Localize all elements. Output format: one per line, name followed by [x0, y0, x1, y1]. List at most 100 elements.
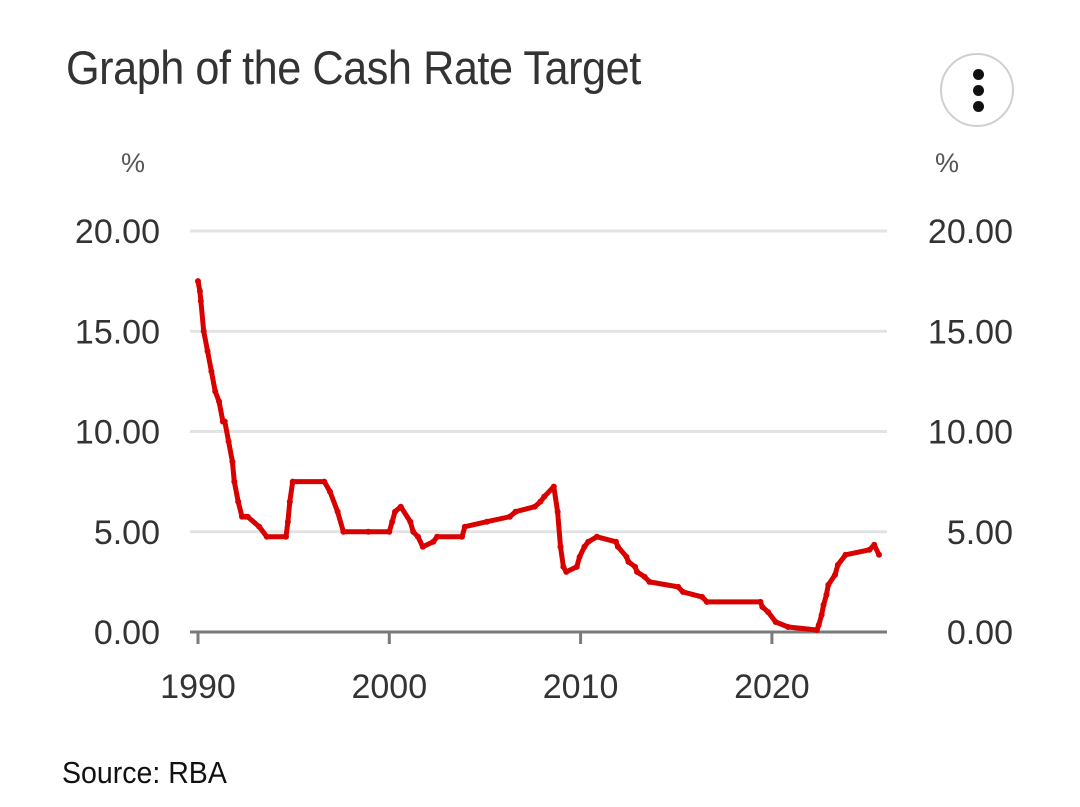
- y-axis-unit-left: %: [121, 148, 145, 178]
- data-point: [581, 543, 588, 550]
- data-point: [397, 503, 404, 510]
- y-tick-label-left: 20.00: [75, 213, 160, 251]
- data-point: [340, 528, 347, 535]
- y-tick-label-left: 5.00: [94, 514, 160, 552]
- data-point: [825, 581, 832, 588]
- data-point: [573, 563, 580, 570]
- y-tick-label-left: 15.00: [75, 313, 160, 351]
- data-point: [871, 541, 878, 548]
- data-point: [386, 528, 393, 535]
- data-point: [407, 518, 414, 525]
- data-point: [593, 533, 600, 540]
- data-point: [235, 498, 242, 505]
- more-options-button[interactable]: [940, 53, 1014, 127]
- data-point: [212, 388, 219, 395]
- data-point: [195, 278, 201, 285]
- y-tick-label-right: 0.00: [947, 614, 1013, 652]
- data-point: [365, 528, 372, 535]
- data-point: [512, 508, 519, 515]
- y-tick-label-right: 5.00: [947, 514, 1013, 552]
- data-point: [759, 603, 766, 610]
- data-point: [326, 488, 333, 495]
- data-point: [537, 498, 544, 505]
- data-point: [612, 538, 619, 545]
- data-point: [334, 508, 341, 515]
- data-point: [585, 538, 592, 545]
- data-point: [823, 591, 830, 598]
- data-point: [221, 418, 228, 425]
- data-point: [282, 533, 289, 540]
- data-point: [576, 553, 583, 560]
- data-point: [231, 478, 238, 485]
- y-axis-unit-right: %: [935, 148, 959, 178]
- data-point: [820, 601, 827, 608]
- data-point: [560, 563, 567, 570]
- y-tick-label-left: 0.00: [94, 614, 160, 652]
- data-point: [563, 568, 570, 575]
- data-point: [772, 618, 779, 625]
- y-tick-label-right: 10.00: [928, 414, 1013, 452]
- data-point: [204, 348, 211, 355]
- page-title: Graph of the Cash Rate Target: [66, 41, 641, 94]
- data-point: [785, 623, 792, 630]
- data-point: [625, 558, 632, 565]
- data-point: [541, 493, 548, 500]
- data-point: [703, 598, 710, 605]
- data-point: [632, 563, 639, 570]
- data-point: [196, 288, 203, 295]
- data-point: [483, 518, 490, 525]
- data-point: [765, 608, 772, 615]
- more-vertical-icon: [973, 69, 984, 80]
- data-point: [641, 573, 648, 580]
- data-point: [458, 533, 465, 540]
- x-tick-label: 1990: [160, 668, 236, 706]
- y-tick-label-right: 15.00: [928, 313, 1013, 351]
- data-point: [392, 508, 399, 515]
- cash-rate-line: [195, 278, 882, 633]
- data-point: [813, 626, 820, 633]
- data-point: [410, 528, 417, 535]
- data-point: [634, 568, 641, 575]
- data-point: [197, 298, 204, 305]
- data-point: [419, 543, 426, 550]
- data-point: [414, 533, 421, 540]
- data-point: [866, 546, 873, 553]
- data-point: [557, 543, 564, 550]
- source-note: Source: RBA: [62, 755, 227, 790]
- data-point: [256, 523, 263, 530]
- data-point: [679, 588, 686, 595]
- data-point: [506, 513, 513, 520]
- data-point: [244, 513, 251, 520]
- data-point: [434, 533, 441, 540]
- data-point: [229, 458, 236, 465]
- data-point: [263, 533, 270, 540]
- more-vertical-icon-dot: [973, 101, 984, 112]
- data-point: [876, 551, 883, 558]
- data-point: [614, 543, 621, 550]
- cash-rate-chart: % % 0.00 5.00 10.00 15.00 20.00 0.00 5.00 10.0…: [75, 148, 1013, 706]
- data-point: [289, 478, 296, 485]
- data-point: [321, 478, 328, 485]
- data-point: [208, 368, 215, 375]
- x-tick-label: 2020: [734, 668, 810, 706]
- y-tick-label-left: 10.00: [75, 414, 160, 452]
- data-point: [699, 593, 706, 600]
- data-point: [389, 518, 396, 525]
- more-vertical-icon-dot: [973, 85, 984, 96]
- x-tick-label: 2010: [543, 668, 619, 706]
- data-point: [284, 518, 291, 525]
- data-point: [225, 438, 232, 445]
- data-point: [216, 398, 223, 405]
- data-point: [834, 561, 841, 568]
- data-point: [531, 503, 538, 510]
- data-point: [675, 583, 682, 590]
- data-point: [550, 483, 557, 490]
- data-point: [430, 538, 437, 545]
- data-point: [646, 578, 653, 585]
- data-point: [461, 523, 468, 530]
- data-point: [757, 598, 764, 605]
- data-point: [832, 571, 839, 578]
- data-point: [623, 553, 630, 560]
- data-point: [842, 551, 849, 558]
- data-point: [818, 611, 825, 618]
